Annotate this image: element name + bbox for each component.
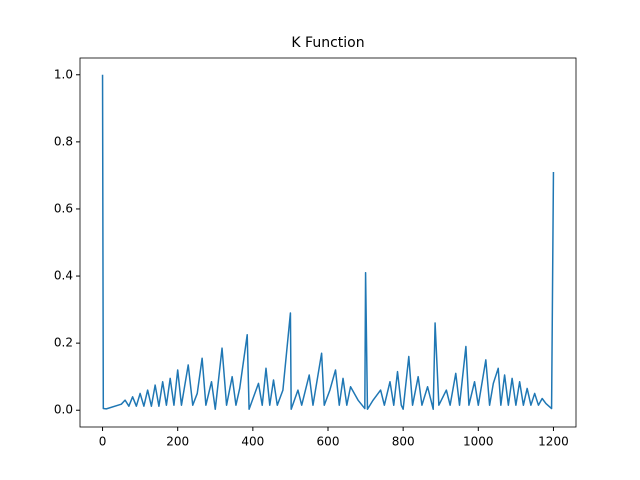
- x-tick-label: 200: [166, 435, 189, 449]
- x-tick-label: 600: [317, 435, 340, 449]
- x-tick-label: 1000: [463, 435, 494, 449]
- x-tick-label: 1200: [538, 435, 569, 449]
- y-tick-label: 1.0: [54, 67, 73, 81]
- line-series: [101, 74, 555, 410]
- y-tick-label: 0.0: [54, 403, 73, 417]
- x-tick-label: 400: [241, 435, 264, 449]
- plot-frame: [79, 57, 577, 428]
- x-tick-label: 800: [392, 435, 415, 449]
- y-tick-label: 0.2: [54, 336, 73, 350]
- y-tick-label: 0.6: [54, 201, 73, 215]
- y-tick-label: 0.4: [54, 269, 73, 283]
- y-tick-label: 0.8: [54, 134, 73, 148]
- x-tick-label: 0: [99, 435, 107, 449]
- chart-title: K Function: [291, 35, 364, 51]
